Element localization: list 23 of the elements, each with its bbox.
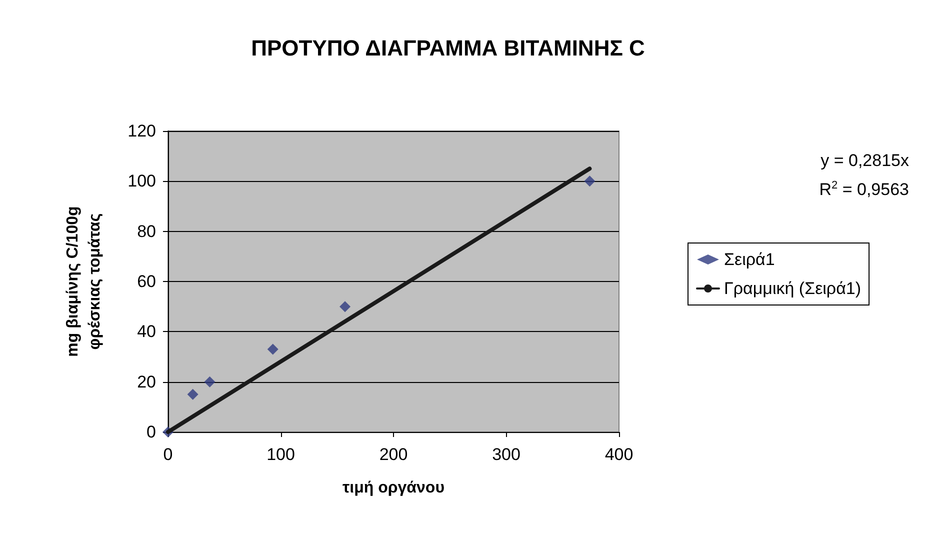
y-tick-label: 80 — [137, 222, 156, 241]
legend-label: Γραμμική (Σειρά1) — [724, 279, 862, 298]
point — [187, 388, 198, 400]
y-tick-label: 20 — [137, 372, 156, 392]
x-tick-label: 300 — [492, 445, 520, 464]
y-tick-label: 40 — [137, 322, 156, 342]
y-tick-label: 100 — [128, 172, 156, 191]
point — [340, 301, 351, 312]
y-tick-label: 0 — [146, 422, 156, 442]
x-tick-label: 400 — [604, 445, 634, 464]
legend-label: Σειρά1 — [724, 250, 775, 269]
y-axis-title: mg βιαμίνης C/100g φρέσκιας τομάτας — [64, 206, 104, 357]
point — [267, 344, 278, 355]
x-tick-label: 0 — [163, 445, 173, 464]
text: y = 0,2815x — [820, 151, 910, 170]
chart-title: ΠΡΟΤΥΠΟ ΔΙΑΓΡΑΜΜΑ ΒΙΤΑΜΙΝΗΣ C — [251, 36, 646, 60]
y-tick-label: 60 — [137, 272, 156, 291]
y-tick-label: 120 — [128, 122, 156, 140]
x-tick-label: 200 — [379, 445, 408, 464]
point — [584, 176, 596, 187]
x-axis-title: τιμή οργάνου — [342, 480, 444, 496]
point — [204, 376, 216, 388]
x-tick-label: 100 — [266, 445, 295, 464]
